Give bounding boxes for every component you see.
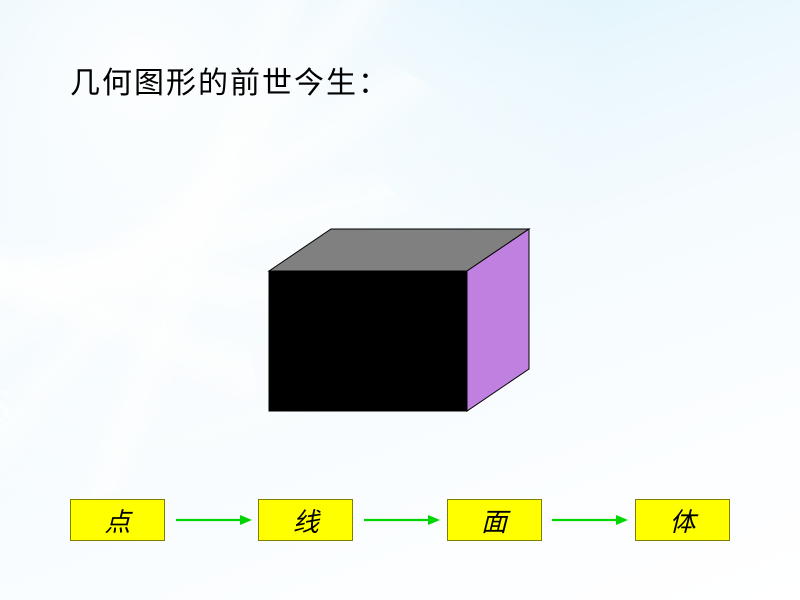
cuboid-svg xyxy=(265,225,535,415)
flow-arrow xyxy=(353,510,446,530)
flow-box-point: 点 xyxy=(70,499,165,541)
watermark-text: S xyxy=(0,380,10,431)
slide-canvas: S 几何图形的前世今生： 点 线 面 体 xyxy=(0,0,800,600)
flow-box-face: 面 xyxy=(447,499,542,541)
slide-title: 几何图形的前世今生： xyxy=(70,58,390,102)
cuboid-front-face xyxy=(269,271,467,411)
flow-box-line: 线 xyxy=(258,499,353,541)
flow-row: 点 线 面 体 xyxy=(70,490,730,550)
cuboid-diagram xyxy=(265,225,535,415)
flow-arrow xyxy=(542,510,635,530)
flow-box-solid: 体 xyxy=(635,499,730,541)
flow-arrow xyxy=(165,510,258,530)
